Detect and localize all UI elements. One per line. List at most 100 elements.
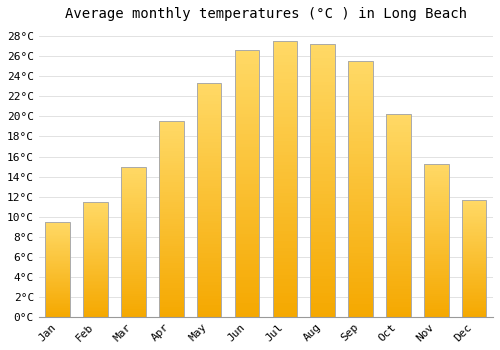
Bar [272, 58, 297, 62]
Bar [386, 130, 410, 132]
Bar [197, 244, 222, 247]
Bar [84, 215, 108, 216]
Bar [46, 244, 70, 245]
Bar [234, 303, 260, 307]
Bar [121, 223, 146, 225]
Bar [310, 204, 335, 208]
Bar [84, 294, 108, 295]
Bar [424, 211, 448, 214]
Bar [46, 295, 70, 296]
Bar [462, 240, 486, 242]
Bar [424, 181, 448, 183]
Bar [272, 206, 297, 210]
Bar [462, 242, 486, 244]
Bar [348, 151, 373, 154]
Bar [121, 189, 146, 191]
Bar [121, 185, 146, 187]
Bar [424, 192, 448, 194]
Bar [121, 253, 146, 255]
Bar [197, 226, 222, 229]
Bar [462, 250, 486, 251]
Bar [84, 213, 108, 215]
Bar [310, 102, 335, 106]
Bar [424, 254, 448, 256]
Bar [424, 305, 448, 307]
Bar [84, 203, 108, 204]
Bar [310, 136, 335, 140]
Bar [348, 125, 373, 128]
Bar [272, 241, 297, 245]
Bar [159, 136, 184, 139]
Bar [310, 157, 335, 160]
Bar [197, 232, 222, 235]
Bar [46, 239, 70, 241]
Bar [348, 231, 373, 234]
Bar [348, 160, 373, 163]
Bar [348, 298, 373, 301]
Bar [197, 188, 222, 191]
Bar [197, 229, 222, 232]
Bar [159, 156, 184, 158]
Bar [386, 296, 410, 299]
Bar [272, 248, 297, 251]
Bar [46, 276, 70, 278]
Bar [424, 219, 448, 221]
Bar [46, 301, 70, 302]
Bar [84, 276, 108, 278]
Bar [84, 259, 108, 261]
Bar [462, 280, 486, 282]
Bar [310, 61, 335, 65]
Bar [84, 236, 108, 238]
Bar [234, 240, 260, 244]
Bar [272, 303, 297, 307]
Bar [462, 311, 486, 313]
Bar [197, 223, 222, 226]
Bar [121, 232, 146, 234]
Bar [386, 137, 410, 140]
Bar [197, 247, 222, 250]
Bar [234, 210, 260, 214]
Bar [46, 284, 70, 285]
Bar [462, 257, 486, 258]
Bar [424, 263, 448, 265]
Bar [348, 279, 373, 282]
Bar [197, 279, 222, 282]
Bar [159, 173, 184, 175]
Bar [84, 315, 108, 317]
Bar [272, 62, 297, 65]
Bar [386, 284, 410, 286]
Bar [234, 167, 260, 170]
Bar [84, 279, 108, 281]
Bar [310, 167, 335, 170]
Bar [197, 110, 222, 113]
Bar [121, 294, 146, 296]
Bar [46, 305, 70, 306]
Bar [310, 122, 335, 126]
Bar [272, 268, 297, 272]
Bar [310, 266, 335, 269]
Bar [121, 298, 146, 300]
Bar [272, 286, 297, 289]
Bar [462, 248, 486, 250]
Bar [348, 138, 373, 141]
Bar [46, 260, 70, 261]
Bar [46, 242, 70, 243]
Bar [310, 68, 335, 71]
Bar [462, 308, 486, 309]
Bar [424, 298, 448, 300]
Bar [121, 279, 146, 281]
Bar [462, 205, 486, 207]
Bar [424, 232, 448, 234]
Bar [386, 193, 410, 195]
Bar [121, 183, 146, 185]
Bar [46, 255, 70, 256]
Bar [197, 133, 222, 136]
Bar [159, 251, 184, 253]
Bar [197, 95, 222, 98]
Bar [46, 306, 70, 307]
Bar [462, 233, 486, 235]
Bar [310, 181, 335, 184]
Bar [386, 289, 410, 292]
Bar [386, 246, 410, 248]
Bar [234, 290, 260, 294]
